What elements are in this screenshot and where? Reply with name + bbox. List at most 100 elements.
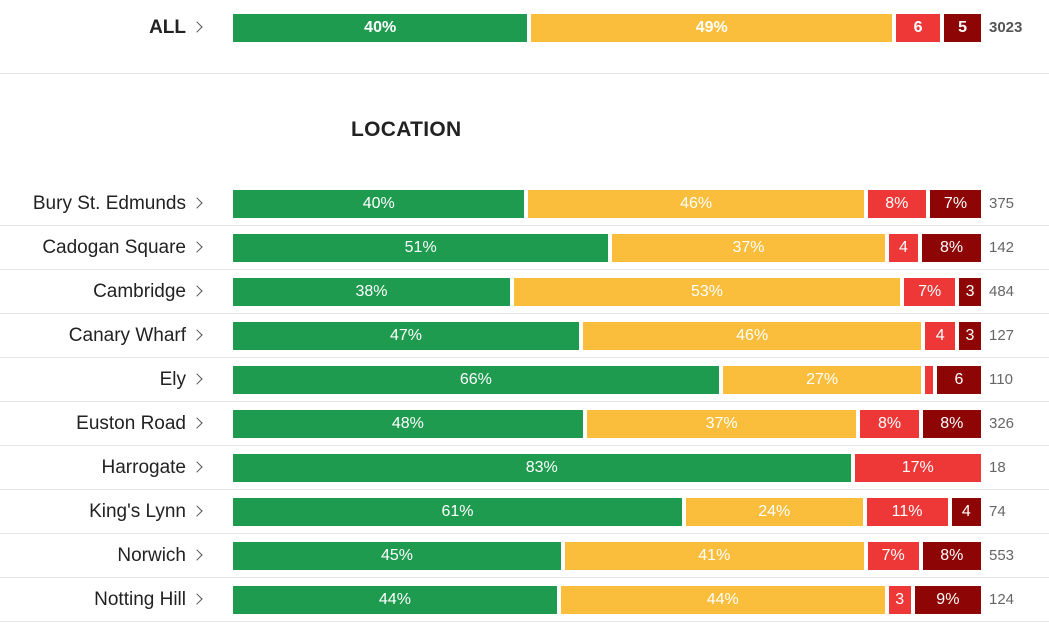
- bar-segment-red: 11%: [866, 498, 948, 526]
- bar-segment-darkred: 9%: [914, 586, 981, 614]
- response-count: 74: [989, 503, 1006, 520]
- row-label-text: Cadogan Square: [42, 237, 186, 258]
- row-euston-road: Euston Road 48% 37% 8% 8% 326: [0, 402, 1049, 446]
- chevron-right-icon: [191, 593, 203, 605]
- bar-segment-darkred: 4: [951, 498, 981, 526]
- stacked-bar[interactable]: 40% 46% 8% 7%: [233, 190, 981, 218]
- chevron-right-icon: [191, 329, 203, 341]
- row-label-text: ALL: [149, 17, 186, 38]
- bar-segment-yellow: 49%: [531, 14, 893, 42]
- row-label-text: Harrogate: [101, 457, 187, 478]
- row-label-text: Bury St. Edmunds: [32, 193, 186, 214]
- bar-segment-green: 44%: [233, 586, 557, 614]
- bar-segment-green: 61%: [233, 498, 682, 526]
- bar-segment-red: 7%: [904, 278, 956, 306]
- row-label-text: Canary Wharf: [68, 325, 186, 346]
- stacked-bar[interactable]: 61% 24% 11% 4: [233, 498, 981, 526]
- bar-segment-green: 83%: [233, 454, 851, 482]
- bar-segment-yellow: 53%: [513, 278, 901, 306]
- row-label-text: King's Lynn: [89, 501, 186, 522]
- bar-segment-yellow: 44%: [560, 586, 885, 614]
- bar-segment-green: 40%: [233, 190, 525, 218]
- response-count: 124: [989, 591, 1015, 608]
- chevron-right-icon: [191, 285, 203, 297]
- bar-segment-yellow: 24%: [685, 498, 863, 526]
- row-label-norwich[interactable]: Norwich: [117, 534, 204, 578]
- response-count: 3023: [989, 19, 1023, 36]
- row-label-king-s-lynn[interactable]: King's Lynn: [89, 490, 204, 534]
- stacked-bar[interactable]: 48% 37% 8% 8%: [233, 410, 981, 438]
- row-label-euston-road[interactable]: Euston Road: [76, 402, 204, 446]
- bar-segment-red: 17%: [854, 454, 981, 482]
- row-label-text: Norwich: [117, 545, 186, 566]
- bar-segment-darkred: 8%: [922, 410, 981, 438]
- row-ely: Ely 66% 27% 6 110: [0, 358, 1049, 402]
- bar-segment-red: 3: [888, 586, 911, 614]
- bar-segment-yellow: 27%: [722, 366, 922, 394]
- stacked-bar[interactable]: 38% 53% 7% 3: [233, 278, 981, 306]
- bar-segment-red: 6: [896, 14, 941, 42]
- row-cambridge: Cambridge 38% 53% 7% 3 484: [0, 270, 1049, 314]
- bar-segment-green: 45%: [233, 542, 561, 570]
- chevron-right-icon: [191, 549, 203, 561]
- row-label-text: Cambridge: [93, 281, 186, 302]
- bar-segment-red: [925, 366, 933, 394]
- row-canary-wharf: Canary Wharf 47% 46% 4 3 127: [0, 314, 1049, 358]
- response-count: 110: [989, 371, 1013, 388]
- bar-segment-green: 48%: [233, 410, 583, 438]
- bar-segment-red: 8%: [860, 410, 919, 438]
- section-title: LOCATION: [351, 118, 462, 141]
- bar-segment-darkred: 8%: [922, 234, 981, 262]
- bar-segment-yellow: 37%: [612, 234, 885, 262]
- stacked-bar[interactable]: 45% 41% 7% 8%: [233, 542, 981, 570]
- response-count: 142: [989, 239, 1015, 256]
- bar-segment-red: 7%: [867, 542, 919, 570]
- row-king-s-lynn: King's Lynn 61% 24% 11% 4 74: [0, 490, 1049, 534]
- stacked-bar[interactable]: 44% 44% 3 9%: [233, 586, 981, 614]
- bar-segment-yellow: 41%: [564, 542, 864, 570]
- row-label-harrogate[interactable]: Harrogate: [102, 446, 205, 490]
- chevron-right-icon: [191, 505, 203, 517]
- row-notting-hill: Notting Hill 44% 44% 3 9% 124: [0, 578, 1049, 622]
- row-cadogan-square: Cadogan Square 51% 37% 4 8% 142: [0, 226, 1049, 270]
- row-label-text: Ely: [159, 369, 186, 390]
- row-label-canary-wharf[interactable]: Canary Wharf: [69, 314, 204, 358]
- bar-segment-darkred: 8%: [922, 542, 981, 570]
- row-label-ely[interactable]: Ely: [160, 358, 204, 402]
- row-label-cambridge[interactable]: Cambridge: [93, 270, 204, 314]
- bar-segment-yellow: 46%: [582, 322, 922, 350]
- response-count: 326: [989, 415, 1015, 432]
- chevron-right-icon: [191, 417, 203, 429]
- chevron-right-icon: [191, 461, 203, 473]
- row-label-cadogan-square[interactable]: Cadogan Square: [42, 226, 204, 270]
- response-count: 375: [989, 195, 1015, 212]
- bar-segment-red: 4: [925, 322, 955, 350]
- stacked-bar[interactable]: 66% 27% 6: [233, 366, 981, 394]
- bar-segment-red: 4: [888, 234, 919, 262]
- row-label-text: Notting Hill: [94, 589, 186, 610]
- stacked-bar[interactable]: 51% 37% 4 8%: [233, 234, 981, 262]
- chevron-right-icon: [191, 197, 203, 209]
- stacked-bar[interactable]: 40% 49% 6 5: [233, 14, 981, 42]
- bar-segment-yellow: 37%: [586, 410, 857, 438]
- row-label-all[interactable]: ALL: [149, 6, 204, 50]
- bar-segment-green: 38%: [233, 278, 510, 306]
- response-count: 127: [989, 327, 1015, 344]
- bar-segment-darkred: 3: [958, 322, 981, 350]
- row-label-bury-st-edmunds[interactable]: Bury St. Edmunds: [33, 182, 204, 226]
- response-count: 18: [989, 459, 1006, 476]
- bar-segment-darkred: 5: [944, 14, 981, 42]
- row-bury-st-edmunds: Bury St. Edmunds 40% 46% 8% 7% 375: [0, 182, 1049, 226]
- chevron-right-icon: [191, 21, 203, 33]
- row-label-notting-hill[interactable]: Notting Hill: [94, 578, 204, 622]
- bar-segment-green: 51%: [233, 234, 609, 262]
- chevron-right-icon: [191, 241, 203, 253]
- bar-segment-green: 47%: [233, 322, 579, 350]
- stacked-bar[interactable]: 83% 17%: [233, 454, 981, 482]
- bar-segment-green: 40%: [233, 14, 528, 42]
- bar-segment-darkred: 3: [959, 278, 981, 306]
- chevron-right-icon: [191, 373, 203, 385]
- stacked-bar[interactable]: 47% 46% 4 3: [233, 322, 981, 350]
- row-label-text: Euston Road: [76, 413, 186, 434]
- response-count: 484: [989, 283, 1015, 300]
